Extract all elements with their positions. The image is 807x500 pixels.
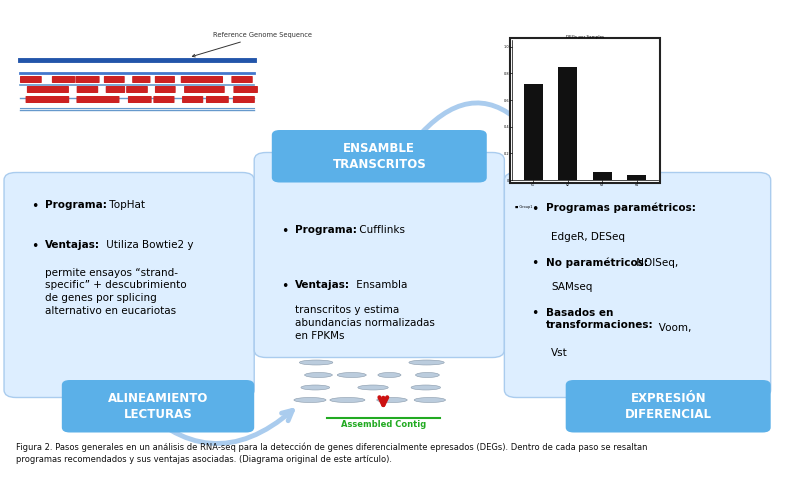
Text: •: • — [31, 200, 38, 213]
Ellipse shape — [411, 385, 441, 390]
FancyBboxPatch shape — [182, 96, 203, 103]
Ellipse shape — [330, 398, 365, 402]
Ellipse shape — [299, 348, 335, 352]
FancyBboxPatch shape — [104, 76, 125, 83]
Text: Cufflinks: Cufflinks — [356, 225, 405, 235]
FancyBboxPatch shape — [132, 76, 150, 83]
Text: Basados en
transformaciones:: Basados en transformaciones: — [546, 308, 653, 330]
FancyBboxPatch shape — [100, 96, 119, 103]
FancyBboxPatch shape — [204, 86, 224, 93]
Ellipse shape — [304, 372, 332, 378]
Ellipse shape — [376, 298, 399, 302]
FancyBboxPatch shape — [62, 380, 254, 432]
Ellipse shape — [409, 360, 444, 365]
FancyBboxPatch shape — [272, 130, 487, 182]
FancyBboxPatch shape — [155, 86, 176, 93]
Ellipse shape — [398, 298, 431, 302]
Text: Utiliza Bowtie2 y: Utiliza Bowtie2 y — [103, 240, 194, 250]
FancyBboxPatch shape — [206, 96, 229, 103]
FancyBboxPatch shape — [77, 86, 98, 93]
Text: EXPRESIÓN
DIFERENCIAL: EXPRESIÓN DIFERENCIAL — [625, 392, 712, 420]
FancyBboxPatch shape — [77, 96, 102, 103]
Text: •: • — [531, 308, 538, 320]
FancyArrowPatch shape — [421, 103, 527, 133]
Ellipse shape — [342, 322, 367, 328]
Text: Programa:: Programa: — [45, 200, 107, 210]
Ellipse shape — [377, 398, 408, 402]
Ellipse shape — [318, 298, 341, 302]
Text: •: • — [31, 240, 38, 253]
FancyBboxPatch shape — [20, 76, 42, 83]
Text: Programas paramétricos:: Programas paramétricos: — [546, 202, 696, 213]
Text: Ensambla: Ensambla — [353, 280, 408, 290]
FancyBboxPatch shape — [510, 38, 660, 182]
Text: Assembled Contig: Assembled Contig — [341, 420, 426, 429]
Ellipse shape — [408, 322, 437, 328]
Ellipse shape — [414, 398, 445, 402]
FancyBboxPatch shape — [126, 86, 148, 93]
FancyBboxPatch shape — [504, 172, 771, 398]
FancyBboxPatch shape — [181, 76, 206, 83]
FancyBboxPatch shape — [566, 380, 771, 432]
FancyBboxPatch shape — [155, 76, 175, 83]
Text: permite ensayos “strand-
specific” + descubrimiento
de genes por splicing
altern: permite ensayos “strand- specific” + des… — [45, 268, 186, 316]
FancyBboxPatch shape — [233, 96, 255, 103]
Text: NOISeq,: NOISeq, — [633, 258, 678, 268]
Ellipse shape — [312, 310, 334, 315]
Text: Vst: Vst — [551, 348, 568, 358]
Text: Figura 2. Pasos generales en un análisis de RNA-seq para la detección de genes d: Figura 2. Pasos generales en un análisis… — [16, 442, 648, 464]
FancyBboxPatch shape — [26, 96, 49, 103]
Text: •: • — [531, 202, 538, 215]
FancyBboxPatch shape — [203, 76, 223, 83]
FancyBboxPatch shape — [232, 76, 253, 83]
Ellipse shape — [408, 348, 441, 352]
FancyBboxPatch shape — [48, 96, 69, 103]
Ellipse shape — [378, 372, 401, 378]
Text: Voom,: Voom, — [649, 322, 692, 332]
FancyBboxPatch shape — [128, 96, 152, 103]
Text: Reference Genome Sequence: Reference Genome Sequence — [192, 32, 312, 57]
FancyBboxPatch shape — [184, 86, 206, 93]
Text: SAMseq: SAMseq — [551, 282, 592, 292]
Ellipse shape — [406, 310, 435, 315]
FancyBboxPatch shape — [27, 86, 51, 93]
FancyArrowPatch shape — [131, 397, 292, 444]
Text: ENSAMBLE
TRANSCRITOS: ENSAMBLE TRANSCRITOS — [332, 142, 426, 171]
Ellipse shape — [375, 310, 405, 315]
Text: •: • — [281, 225, 288, 238]
FancyBboxPatch shape — [153, 96, 174, 103]
FancyBboxPatch shape — [52, 76, 75, 83]
FancyBboxPatch shape — [46, 86, 69, 93]
Ellipse shape — [309, 322, 345, 328]
Text: transcritos y estima
abundancias normalizadas
en FPKMs: transcritos y estima abundancias normali… — [295, 305, 435, 340]
Ellipse shape — [341, 310, 371, 315]
Ellipse shape — [358, 348, 391, 352]
Ellipse shape — [294, 398, 326, 402]
Ellipse shape — [340, 298, 366, 302]
Text: TopHat: TopHat — [106, 200, 144, 210]
FancyBboxPatch shape — [233, 86, 258, 93]
Ellipse shape — [310, 335, 333, 340]
Text: Ventajas:: Ventajas: — [45, 240, 100, 250]
Ellipse shape — [416, 372, 439, 378]
FancyBboxPatch shape — [75, 76, 99, 83]
Text: ALINEAMIENTO
LECTURAS: ALINEAMIENTO LECTURAS — [108, 392, 208, 420]
FancyBboxPatch shape — [254, 152, 504, 358]
Ellipse shape — [407, 335, 431, 340]
Ellipse shape — [372, 322, 404, 328]
Text: Programa:: Programa: — [295, 225, 358, 235]
FancyBboxPatch shape — [4, 172, 254, 398]
FancyBboxPatch shape — [106, 86, 125, 93]
Ellipse shape — [301, 385, 329, 390]
Text: Ventajas:: Ventajas: — [295, 280, 350, 290]
Text: •: • — [531, 258, 538, 270]
Text: No paramétricos:: No paramétricos: — [546, 258, 647, 268]
Ellipse shape — [358, 385, 388, 390]
Text: •: • — [281, 280, 288, 293]
Ellipse shape — [337, 372, 366, 378]
Ellipse shape — [299, 360, 332, 365]
Text: EdgeR, DESeq: EdgeR, DESeq — [551, 232, 625, 242]
